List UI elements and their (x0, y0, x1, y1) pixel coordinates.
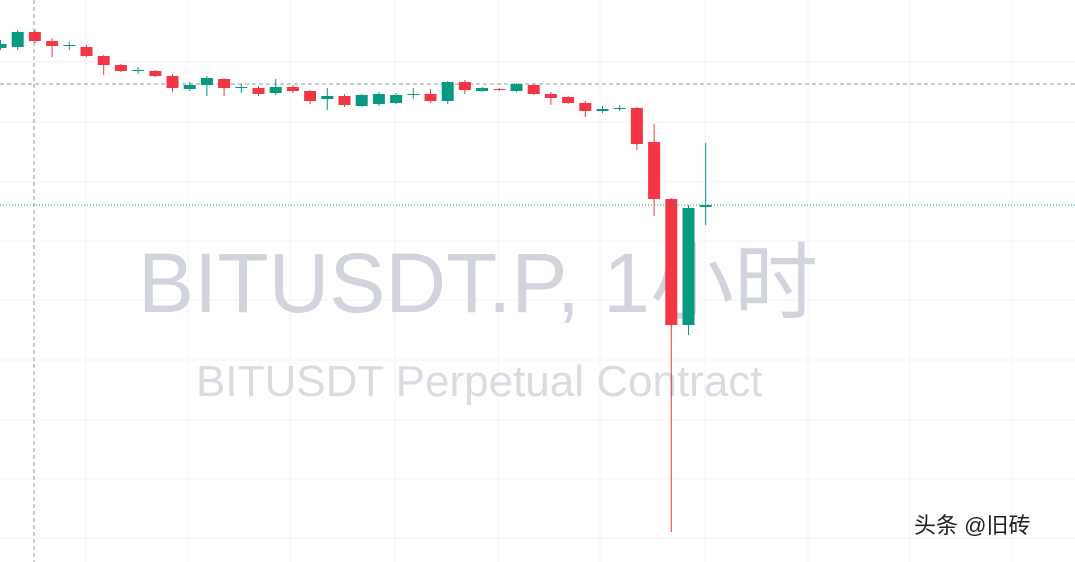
candle-body (286, 87, 299, 91)
candle-body (355, 95, 368, 106)
candle-body (510, 84, 523, 91)
candle-body (63, 45, 76, 46)
candle-body (630, 108, 643, 144)
candle-body (11, 32, 24, 47)
candle-body (562, 97, 575, 103)
candle-body (665, 199, 678, 325)
candle-body (699, 205, 712, 207)
candle-body (321, 96, 334, 99)
candle-body (441, 82, 454, 101)
candle-body (80, 47, 93, 56)
source-watermark: 头条 @旧砖 (914, 513, 1030, 538)
candle-body (269, 87, 282, 93)
candle-body (407, 94, 420, 95)
candle-body (372, 94, 385, 104)
candle-body (527, 85, 540, 94)
candle-body (132, 70, 145, 71)
candle-body (235, 87, 248, 88)
candle-body (252, 88, 265, 94)
watermark-subtitle: BITUSDT Perpetual Contract (196, 357, 763, 406)
candle-body (613, 108, 626, 109)
candle-body (114, 65, 127, 71)
candle-body (476, 88, 489, 91)
candle-body (200, 78, 213, 85)
candle-body (390, 95, 403, 103)
candle-body (493, 89, 506, 90)
candle-body (579, 103, 592, 111)
candles (0, 30, 712, 532)
candle-body (596, 109, 609, 111)
candle-body (183, 85, 196, 89)
watermark-title: BITUSDT.P, 1小时 (138, 236, 818, 330)
candle-body (458, 82, 471, 90)
candle-body (424, 94, 437, 101)
candle-body (46, 41, 59, 46)
candle-body (304, 91, 317, 101)
candle-body (97, 56, 110, 65)
candle-body (0, 44, 7, 48)
candle-body (544, 94, 557, 98)
candle-body (338, 96, 351, 105)
candle-body (166, 76, 179, 88)
candle-body (218, 79, 231, 88)
candle-body (648, 142, 661, 199)
candle-body (28, 32, 41, 41)
candle-body (149, 71, 162, 76)
candle-body (682, 208, 695, 325)
